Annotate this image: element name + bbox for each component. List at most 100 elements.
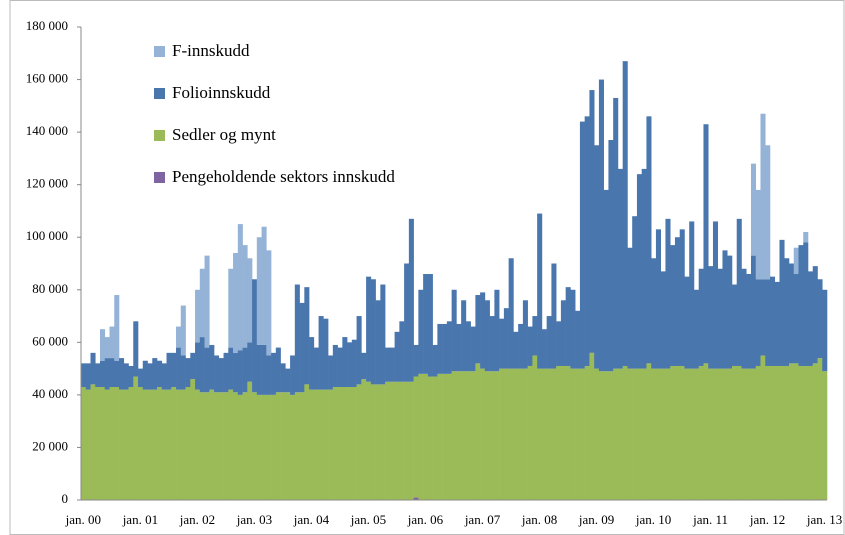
bar-segment: [546, 368, 552, 500]
bar-segment: [171, 352, 177, 388]
bar-segment: [180, 355, 186, 390]
bar-segment: [413, 344, 419, 377]
bar-segment: [85, 363, 91, 390]
bar-segment: [261, 226, 267, 345]
bar-segment: [575, 368, 581, 500]
bar-segment: [351, 387, 357, 500]
x-tick-label: jan. 07: [464, 512, 501, 527]
bar-segment: [684, 276, 690, 369]
bar-segment: [651, 368, 657, 500]
bar-segment: [565, 287, 571, 366]
bar-segment: [432, 344, 438, 377]
bar-segment: [708, 368, 714, 500]
bar-segment: [180, 305, 186, 356]
bar-segment: [266, 355, 272, 395]
bar-segment: [328, 355, 334, 390]
bar-segment: [532, 355, 538, 500]
bar-segment: [727, 255, 733, 369]
bar-segment: [161, 363, 167, 390]
bar-segment: [546, 316, 552, 369]
bar-segment: [342, 337, 348, 388]
bar-segment: [484, 371, 490, 500]
bar-segment: [95, 387, 101, 500]
bar-segment: [560, 300, 566, 366]
bar-segment: [788, 263, 795, 364]
bar-segment: [589, 352, 595, 500]
bar-segment: [375, 300, 381, 385]
bar-segment: [617, 368, 623, 500]
bar-segment: [622, 61, 628, 366]
bar-segment: [351, 339, 357, 388]
bar-segment: [261, 344, 267, 395]
bar-segment: [698, 268, 704, 366]
bar-segment: [622, 365, 628, 500]
bar-segment: [119, 389, 125, 500]
x-tick-label: jan. 13: [806, 512, 842, 527]
bar-segment: [90, 384, 96, 500]
bar-segment: [318, 389, 324, 500]
bar-segment: [817, 358, 823, 500]
y-tick-label: 120 000: [26, 176, 68, 191]
bar-segment: [693, 368, 700, 500]
bar-segment: [812, 266, 818, 364]
bar-segment: [266, 250, 272, 356]
bar-segment: [294, 392, 300, 500]
bar-segment: [480, 292, 486, 369]
bar-segment: [461, 300, 467, 372]
bar-segment: [480, 368, 486, 500]
bar-segment: [95, 363, 101, 388]
bar-segment: [689, 368, 695, 500]
bar-segment: [152, 358, 158, 390]
bar-segment: [731, 284, 738, 366]
bar-segment: [195, 342, 201, 390]
bar-segment: [233, 252, 239, 353]
bar-segment: [114, 360, 120, 388]
bar-segment: [708, 266, 714, 369]
bar-segment: [304, 287, 310, 385]
bar-segment: [617, 168, 623, 369]
bar-segment: [185, 387, 191, 500]
bar-segment: [242, 245, 248, 348]
bar-segment: [366, 381, 372, 500]
bar-segment: [275, 392, 281, 500]
bar-segment: [731, 365, 738, 500]
bar-segment: [204, 255, 210, 348]
bar-segment: [166, 389, 172, 500]
bar-segment: [594, 145, 600, 369]
bar-segment: [807, 365, 814, 500]
bar-segment: [556, 321, 562, 366]
bar-segment: [798, 365, 804, 500]
bar-segment: [484, 300, 490, 372]
bar-segment: [712, 221, 719, 369]
x-tick-label: jan. 08: [521, 512, 557, 527]
bar-segment: [660, 271, 666, 369]
bar-segment: [442, 373, 448, 500]
bar-segment: [793, 247, 799, 275]
bar-segment: [446, 321, 452, 374]
legend-label: Folioinnskudd: [172, 83, 271, 102]
x-tick-label: jan. 11: [692, 512, 728, 527]
bar-segment: [337, 347, 343, 388]
bar-segment: [636, 368, 642, 500]
bar-segment: [750, 163, 757, 256]
bar-segment: [503, 368, 509, 500]
bar-segment: [142, 389, 148, 500]
legend-swatch: [154, 46, 165, 57]
bar-segment: [256, 344, 262, 395]
bar-segment: [190, 379, 196, 500]
x-tick-label: jan. 06: [407, 512, 444, 527]
bar-segment: [133, 321, 139, 377]
y-tick-label: 40 000: [32, 386, 68, 401]
bar-segment: [503, 308, 509, 369]
bar-segment: [418, 289, 424, 374]
y-tick-label: 80 000: [32, 281, 68, 296]
bar-segment: [556, 365, 562, 500]
bar-segment: [803, 231, 809, 243]
bar-segment: [228, 268, 234, 348]
bar-segment: [237, 224, 243, 351]
bar-segment: [760, 279, 766, 356]
bar-segment: [475, 363, 481, 500]
bar-segment: [665, 368, 671, 500]
bar-segment: [674, 237, 681, 366]
bar-segment: [665, 218, 671, 369]
